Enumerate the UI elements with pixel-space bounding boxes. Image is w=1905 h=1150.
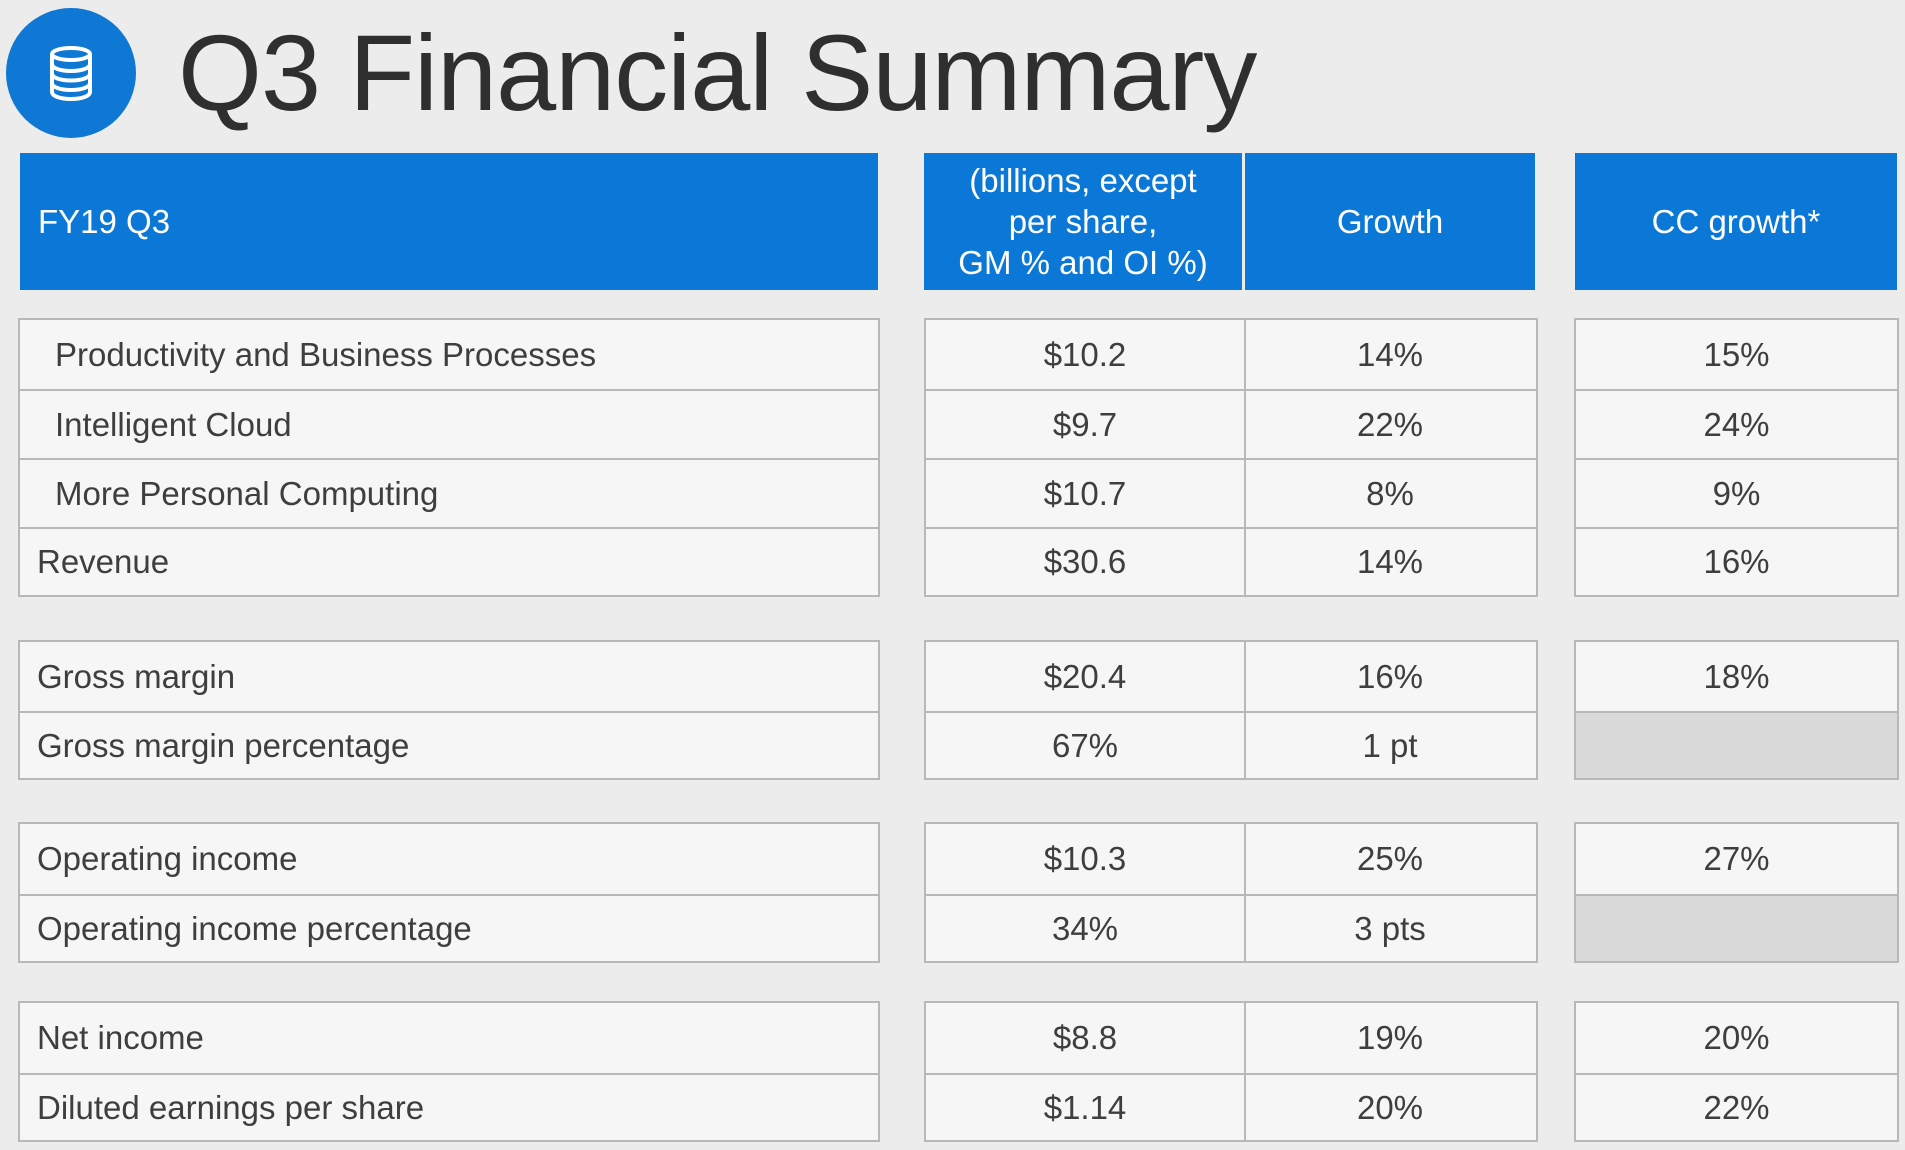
group-0-labels: Productivity and Business Processes Inte… [18,318,880,597]
group-1-labels: Gross margin Gross margin percentage [18,640,880,780]
growth-cell: 14% [1356,335,1424,373]
row-label: Operating income percentage [37,909,472,947]
table-row: 22% [1576,1073,1897,1140]
table-row: 24% [1576,389,1897,458]
table-row-empty [1576,711,1897,778]
column-header-growth-label: Growth [1336,202,1444,240]
row-label: Intelligent Cloud [55,405,292,443]
column-header-growth: Growth [1245,153,1535,290]
table-row: 67% 1 pt [926,711,1536,778]
table-row: Productivity and Business Processes [20,320,878,389]
group-1-cc: 18% [1574,640,1899,780]
cc-growth-cell: 24% [1703,405,1770,443]
growth-cell: 22% [1356,405,1424,443]
table-row: $10.3 25% [926,824,1536,894]
cc-growth-cell: 22% [1703,1088,1770,1126]
table-row: Gross margin percentage [20,711,878,778]
table-row: Net income [20,1003,878,1073]
growth-cell: 25% [1356,840,1424,877]
row-label: Revenue [37,543,170,580]
table-row: $1.14 20% [926,1073,1536,1140]
value-cell: $10.7 [1043,474,1127,512]
table-row: 20% [1576,1003,1897,1073]
table-row: 9% [1576,458,1897,527]
table-row: Diluted earnings per share [20,1073,878,1140]
row-label: Gross margin percentage [37,726,410,764]
cc-growth-cell: 20% [1703,1019,1770,1056]
cc-growth-cell: 9% [1712,474,1761,512]
cc-growth-cell: 18% [1703,657,1770,695]
row-label: Operating income [37,840,298,877]
table-row: Intelligent Cloud [20,389,878,458]
table-row: 27% [1576,824,1897,894]
table-row: Operating income percentage [20,894,878,961]
page-title: Q3 Financial Summary [178,12,1257,133]
table-row: Operating income [20,824,878,894]
row-label: Gross margin [37,657,236,695]
column-header-value-line1: (billions, except [969,162,1197,199]
column-header-value-line2: per share, [1008,203,1158,240]
table-row: $9.7 22% [926,389,1536,458]
group-1-values: $20.4 16% 67% 1 pt [924,640,1538,780]
row-label: Productivity and Business Processes [55,335,597,373]
growth-cell: 3 pts [1354,909,1426,947]
column-header-period-label: FY19 Q3 [38,202,171,240]
table-row: Gross margin [20,642,878,711]
column-header-value-line3: GM % and OI %) [958,244,1208,281]
row-label: Diluted earnings per share [37,1088,425,1126]
group-0-cc: 15% 24% 9% 16% [1574,318,1899,597]
column-header-cc-growth: CC growth* [1575,153,1897,290]
value-cell: 67% [1051,726,1119,764]
row-label: More Personal Computing [55,474,439,512]
table-row: $30.6 14% [926,527,1536,595]
table-row: Revenue [20,527,878,595]
value-cell: $10.2 [1043,335,1127,373]
table-row: $10.2 14% [926,320,1536,389]
growth-cell: 14% [1356,543,1424,580]
table-row-empty [1576,894,1897,961]
group-3-labels: Net income Diluted earnings per share [18,1001,880,1142]
cc-growth-cell: 15% [1703,335,1770,373]
group-2-labels: Operating income Operating income percen… [18,822,880,963]
value-cell: $10.3 [1043,840,1127,877]
growth-cell: 20% [1356,1088,1424,1126]
group-2-cc: 27% [1574,822,1899,963]
value-cell: $8.8 [1052,1019,1118,1056]
growth-cell: 16% [1356,657,1424,695]
table-row: 18% [1576,642,1897,711]
group-0-values: $10.2 14% $9.7 22% $10.7 8% $30.6 14% [924,318,1538,597]
growth-cell: 8% [1366,474,1414,512]
table-row: 16% [1576,527,1897,595]
database-icon [50,46,92,101]
value-cell: $1.14 [1043,1088,1127,1126]
growth-cell: 19% [1356,1019,1424,1056]
column-header-value: (billions, except per share, GM % and OI… [924,153,1242,290]
table-row: $8.8 19% [926,1003,1536,1073]
table-row: 34% 3 pts [926,894,1536,961]
table-row: $20.4 16% [926,642,1536,711]
value-cell: $30.6 [1043,543,1127,580]
cc-growth-cell: 16% [1703,543,1770,580]
column-header-cc-growth-label: CC growth* [1651,202,1821,240]
table-row: 15% [1576,320,1897,389]
growth-cell: 1 pt [1362,726,1418,764]
table-row: $10.7 8% [926,458,1536,527]
value-cell: $9.7 [1052,405,1118,443]
cc-growth-cell: 27% [1703,840,1770,877]
group-3-values: $8.8 19% $1.14 20% [924,1001,1538,1142]
value-cell: 34% [1051,909,1119,947]
column-header-period: FY19 Q3 [20,153,878,290]
group-2-values: $10.3 25% 34% 3 pts [924,822,1538,963]
row-label: Net income [37,1019,204,1056]
group-3-cc: 20% 22% [1574,1001,1899,1142]
logo-badge [6,8,136,138]
table-row: More Personal Computing [20,458,878,527]
value-cell: $20.4 [1043,657,1127,695]
